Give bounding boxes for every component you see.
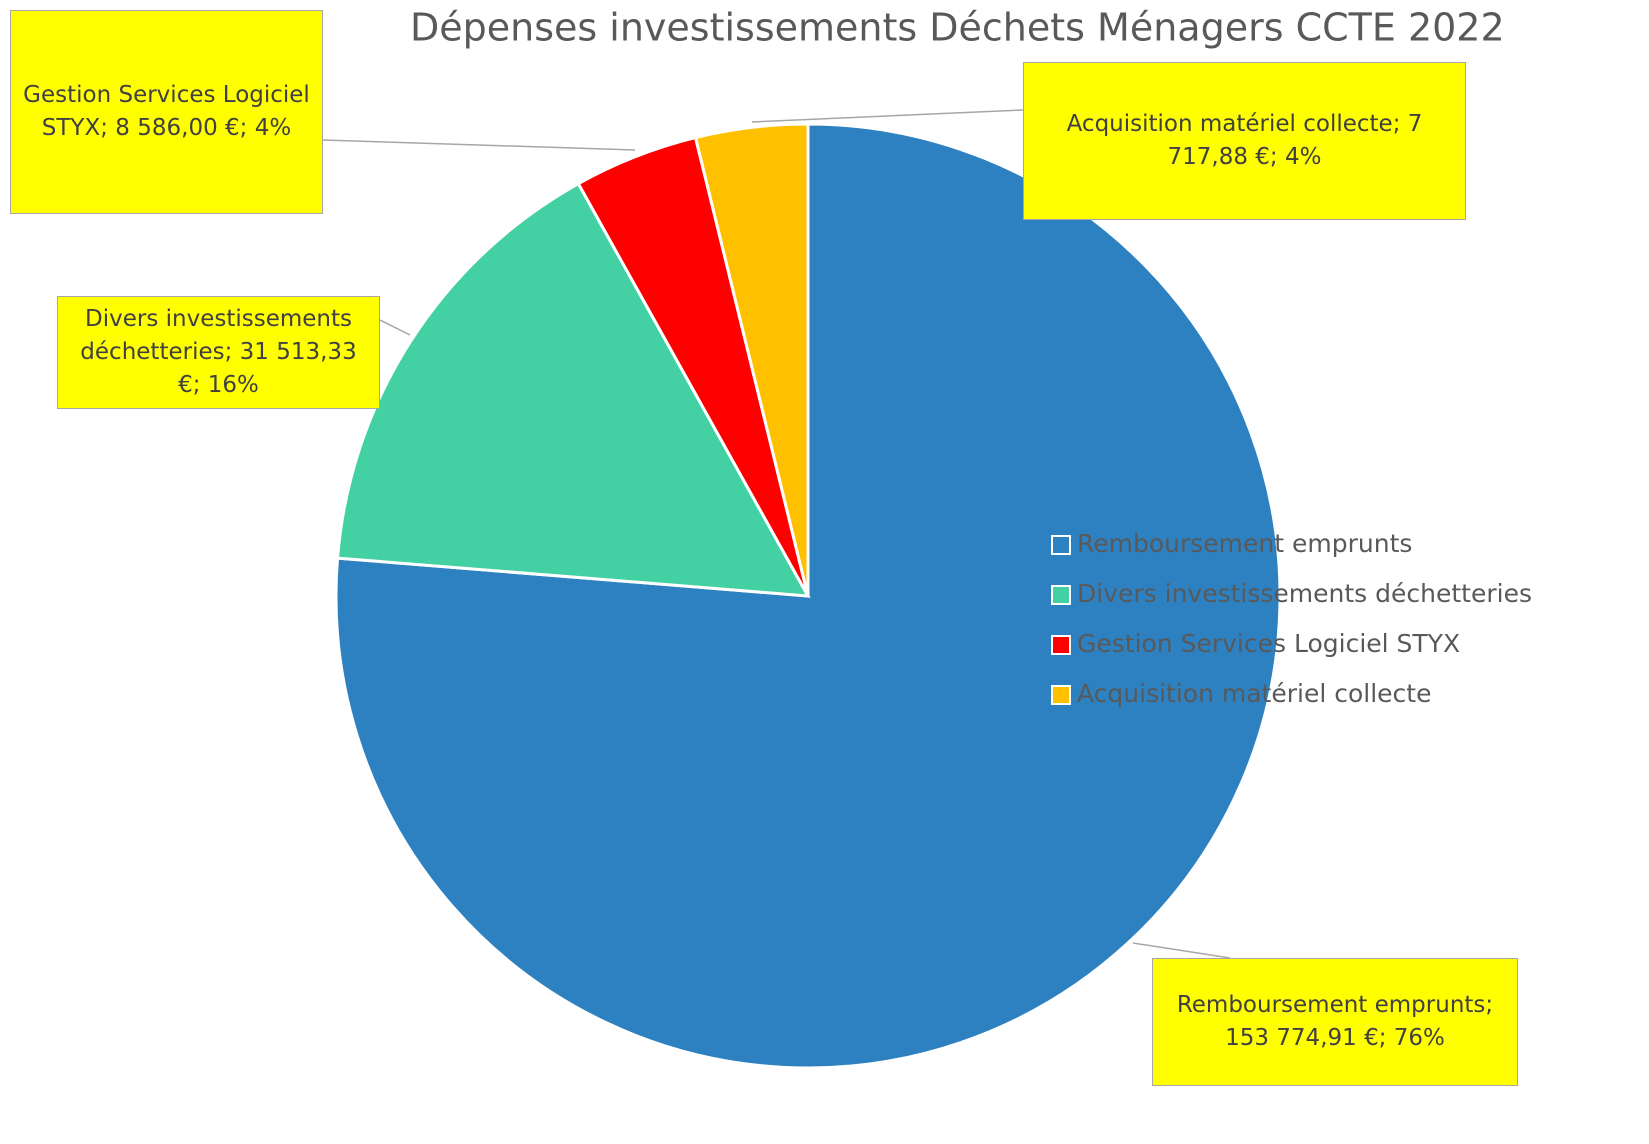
legend-label: Acquisition matériel collecte [1077, 679, 1431, 708]
data-label: Gestion Services Logiciel STYX; 8 586,00… [10, 10, 323, 214]
leader-line [322, 139, 636, 151]
legend-label: Divers investissements déchetteries [1077, 579, 1532, 608]
data-label: Divers investissements déchetteries; 31 … [57, 296, 380, 409]
legend-marker [1051, 535, 1071, 555]
legend-marker [1051, 685, 1071, 705]
legend-label: Gestion Services Logiciel STYX [1077, 629, 1460, 658]
legend-label: Remboursement emprunts [1077, 529, 1412, 558]
chart-title: Dépenses investissements Déchets Ménager… [410, 6, 1505, 50]
data-label: Acquisition matériel collecte; 7 717,88 … [1023, 62, 1466, 220]
legend-marker [1051, 585, 1071, 605]
leader-line [1132, 942, 1231, 959]
pie-slice [693, 122, 810, 597]
legend-marker [1051, 635, 1071, 655]
leader-line [379, 319, 411, 336]
pie-slice [335, 181, 811, 598]
data-label: Remboursement emprunts; 153 774,91 €; 76… [1152, 958, 1518, 1086]
leader-line [751, 109, 1024, 123]
